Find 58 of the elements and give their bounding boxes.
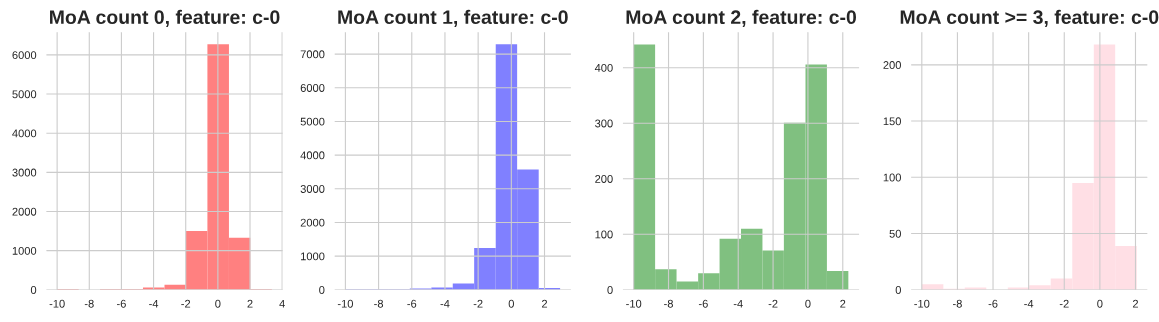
x-tick-label: 0 — [508, 299, 514, 308]
y-tick-label: 400 — [594, 64, 613, 72]
chart-title: MoA count 2, feature: c-0 — [626, 9, 856, 27]
x-tick-label: -6 — [698, 299, 708, 308]
chart-title: MoA count 0, feature: c-0 — [50, 9, 280, 27]
y-tick-label: 3000 — [300, 185, 325, 193]
y-tick-label: 1000 — [301, 252, 325, 261]
y-tick-label: 5000 — [12, 90, 37, 99]
x-tick-label: -10 — [626, 299, 642, 308]
x-tick-label: 2 — [247, 299, 253, 308]
chart-title: MoA count >= 3, feature: c-0 — [900, 9, 1159, 27]
x-tick-label: -8 — [664, 299, 673, 308]
y-tick-label: 4000 — [12, 129, 37, 138]
x-tick-label: 0 — [1097, 299, 1103, 308]
y-tick-label: 6000 — [300, 84, 325, 92]
x-tick-label: -10 — [914, 299, 930, 308]
y-tick-label: 300 — [595, 119, 613, 128]
y-tick-label: 200 — [883, 61, 901, 69]
x-tick-label: 2 — [840, 299, 846, 308]
x-tick-label: -8 — [374, 299, 384, 308]
x-tick-label: 2 — [1132, 299, 1139, 308]
y-tick-label: 0 — [607, 286, 613, 294]
chart-title: MoA count 1, feature: c-0 — [338, 9, 568, 27]
y-tick-label: 200 — [595, 175, 613, 183]
y-tick-label: 4000 — [300, 151, 325, 160]
y-tick-label: 2000 — [300, 218, 325, 227]
x-tick-label: -6 — [116, 299, 126, 308]
x-tick-label: -2 — [1059, 299, 1069, 308]
x-tick-label: -8 — [952, 299, 962, 308]
x-tick-label: 0 — [215, 299, 221, 308]
y-tick-label: 0 — [30, 286, 37, 294]
y-tick-label: 100 — [595, 230, 613, 239]
y-tick-label: 1000 — [12, 246, 37, 255]
x-tick-label: -2 — [181, 299, 191, 308]
x-tick-label: -4 — [149, 299, 159, 308]
x-tick-label: -4 — [1024, 299, 1034, 308]
x-tick-label: -6 — [988, 299, 998, 308]
x-tick-label: 2 — [541, 299, 548, 308]
x-tick-label: -6 — [407, 299, 417, 308]
y-tick-label: 2000 — [12, 207, 37, 216]
x-tick-label: -10 — [337, 299, 353, 308]
y-tick-label: 6000 — [12, 51, 37, 60]
x-tick-label: 4 — [279, 299, 285, 308]
y-tick-label: 0 — [319, 286, 325, 294]
y-tick-label: 3000 — [12, 168, 37, 177]
x-tick-label: 0 — [805, 299, 811, 308]
x-tick-label: -4 — [440, 299, 450, 308]
x-tick-label: -4 — [733, 299, 743, 308]
y-tick-label: 7000 — [300, 50, 325, 59]
x-tick-label: -10 — [49, 299, 65, 308]
y-tick-label: 5000 — [300, 117, 325, 126]
x-tick-label: -2 — [768, 299, 778, 308]
y-tick-label: 50 — [889, 229, 901, 238]
y-tick-label: 0 — [895, 286, 901, 294]
x-tick-label: -8 — [84, 299, 94, 308]
y-tick-label: 100 — [883, 173, 901, 182]
x-tick-label: -2 — [473, 299, 483, 308]
y-tick-label: 150 — [883, 117, 901, 126]
